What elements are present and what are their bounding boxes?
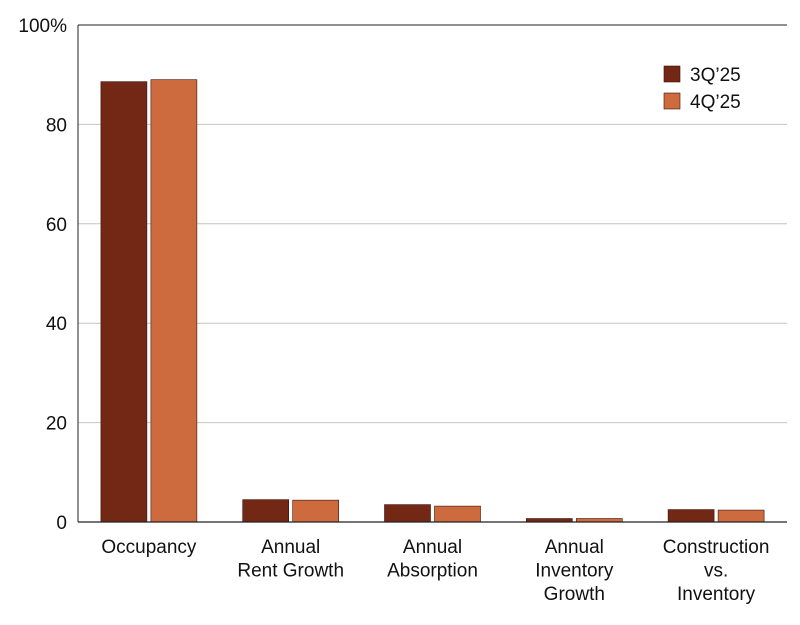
- y-tick-label: 0: [56, 513, 67, 534]
- bar-series1: [242, 499, 289, 523]
- x-axis-category-labels: Occupancy Annual Rent Growth Annual Absorpti…: [101, 537, 769, 605]
- x-category-label: Annual: [403, 537, 462, 558]
- x-category-label: Rent Growth: [237, 561, 344, 582]
- bar-series2: [434, 505, 481, 523]
- x-category-label: Inventory: [677, 584, 756, 605]
- x-category-label: Inventory: [535, 561, 614, 582]
- x-category-label: Occupancy: [101, 537, 197, 558]
- legend-label: 3Q’25: [690, 65, 741, 86]
- bar-series2: [717, 509, 765, 523]
- bar-series1: [667, 509, 715, 523]
- x-category-label: vs.: [704, 561, 728, 582]
- legend: 3Q’25 4Q’25: [663, 65, 741, 113]
- bar-series1: [384, 504, 431, 523]
- x-category-label: Construction: [663, 537, 770, 558]
- y-tick-label: 40: [46, 314, 67, 335]
- legend-swatch: [663, 92, 681, 110]
- bars: [100, 79, 765, 523]
- y-tick-label: 100%: [18, 16, 67, 37]
- bar-series2: [150, 79, 198, 523]
- legend-swatch: [663, 65, 681, 83]
- y-tick-label: 60: [46, 215, 67, 236]
- y-tick-label: 80: [46, 115, 67, 136]
- x-category-label: Annual: [261, 537, 320, 558]
- y-tick-label: 20: [46, 414, 67, 435]
- y-axis-tick-labels: 100% 80 60 40 20 0: [18, 16, 67, 534]
- legend-label: 4Q’25: [690, 92, 741, 113]
- bar-series2: [292, 499, 340, 523]
- x-category-label: Annual: [545, 537, 604, 558]
- x-category-label: Growth: [544, 584, 605, 605]
- x-category-label: Absorption: [387, 561, 478, 582]
- bar-series1: [100, 81, 148, 523]
- axes: [77, 24, 787, 523]
